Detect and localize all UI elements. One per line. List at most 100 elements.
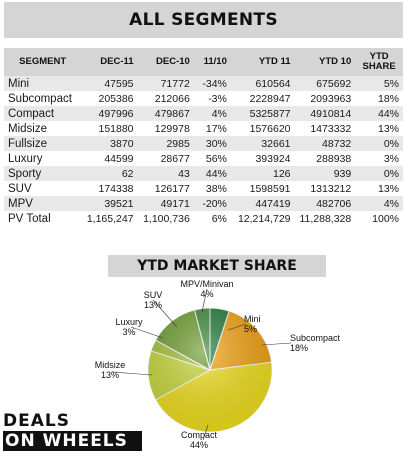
- table-cell: 126177: [137, 181, 194, 196]
- pie-leader-line: [227, 323, 247, 331]
- table-row: Sporty 62 43 44% 126 939 0%: [4, 166, 403, 181]
- pie-label-name: SUV: [144, 290, 163, 300]
- pie-label-value: 13%: [144, 300, 162, 310]
- table-header-row: SEGMENT DEC-11 DEC-10 11/10 YTD 11 YTD 10 YTD S…: [4, 48, 403, 76]
- pie-label-value: 18%: [290, 343, 308, 353]
- pie-label-value: 13%: [101, 370, 119, 380]
- segments-table: SEGMENT DEC-11 DEC-10 11/10 YTD 11 YTD 10 YTD S…: [4, 48, 403, 226]
- table-cell: 62: [81, 166, 138, 181]
- table-cell: 939: [294, 166, 356, 181]
- pie-title: YTD MARKET SHARE: [108, 255, 326, 277]
- table-cell: 44%: [355, 106, 403, 121]
- table-cell: 48732: [294, 136, 356, 151]
- table-row: Luxury 44599 28677 56% 393924 288938 3%: [4, 151, 403, 166]
- table-cell: 4910814: [294, 106, 356, 121]
- table-cell: 212066: [137, 91, 194, 106]
- table-cell: 1598591: [230, 181, 295, 196]
- table-cell: 13%: [355, 121, 403, 136]
- table-cell: 4%: [193, 106, 231, 121]
- table-cell: 288938: [294, 151, 356, 166]
- pie-leader-line: [201, 288, 208, 313]
- deals-on-wheels-logo: DEALS ON WHEELS: [3, 411, 142, 451]
- table-cell: 13%: [355, 181, 403, 196]
- pie-label-name: Midsize: [95, 360, 126, 370]
- table-row: SUV 174338 126177 38% 1598591 1313212 13%: [4, 181, 403, 196]
- table-cell: 2228947: [230, 91, 295, 106]
- logo-line-1: DEALS: [3, 411, 142, 431]
- table-row: Fullsize 3870 2985 30% 32661 48732 0%: [4, 136, 403, 151]
- table-cell: 129978: [137, 121, 194, 136]
- table-cell: 49171: [137, 196, 194, 211]
- table-cell: 151880: [81, 121, 138, 136]
- table-cell: 479867: [137, 106, 194, 121]
- pie-label-value: 5%: [244, 324, 257, 334]
- table-cell: 4%: [355, 196, 403, 211]
- table-cell: 5%: [355, 76, 403, 91]
- table-cell: 0%: [355, 136, 403, 151]
- logo-line-2: ON WHEELS: [3, 431, 142, 451]
- table-cell: MPV: [4, 196, 82, 211]
- column-header: YTD 11: [230, 48, 295, 76]
- table-row: Midsize 151880 129978 17% 1576620 1473332 13%: [4, 121, 403, 136]
- table-cell: Compact: [4, 106, 82, 121]
- table-cell: 39521: [81, 196, 138, 211]
- table-cell: 1,100,736: [137, 211, 194, 226]
- table-cell: 675692: [294, 76, 356, 91]
- table-cell: 610564: [230, 76, 295, 91]
- table-row: Mini 47595 71772 -34% 610564 675692 5%: [4, 76, 403, 91]
- table-cell: 205386: [81, 91, 138, 106]
- pie-leader-line: [130, 326, 164, 339]
- pie-label-name: Mini: [244, 314, 261, 324]
- table-cell: 0%: [355, 166, 403, 181]
- pie-label-name: Subcompact: [290, 333, 341, 343]
- table-row: PV Total 1,165,247 1,100,736 6% 12,214,729 11…: [4, 211, 403, 226]
- table-cell: SUV: [4, 181, 82, 196]
- table-cell: 1576620: [230, 121, 295, 136]
- table-cell: 2093963: [294, 91, 356, 106]
- table-cell: 393924: [230, 151, 295, 166]
- table-cell: 17%: [193, 121, 231, 136]
- column-header: SEGMENT: [4, 48, 82, 76]
- pie-leader-line: [111, 371, 153, 376]
- column-header: DEC-10: [137, 48, 194, 76]
- table-cell: 126: [230, 166, 295, 181]
- table-cell: 3%: [355, 151, 403, 166]
- table-title: ALL SEGMENTS: [4, 2, 403, 38]
- table-row: MPV 39521 49171 -20% 447419 482706 4%: [4, 196, 403, 211]
- table-cell: 44599: [81, 151, 138, 166]
- pie-leader-line: [261, 342, 292, 346]
- table-cell: 6%: [193, 211, 231, 226]
- table-cell: 12,214,729: [230, 211, 295, 226]
- table-cell: 174338: [81, 181, 138, 196]
- pie-label-name: Luxury: [115, 317, 143, 327]
- table-cell: 1473332: [294, 121, 356, 136]
- table-cell: Midsize: [4, 121, 82, 136]
- table-cell: Luxury: [4, 151, 82, 166]
- table-cell: 18%: [355, 91, 403, 106]
- table-cell: 30%: [193, 136, 231, 151]
- pie-shading: [148, 308, 272, 432]
- table-cell: PV Total: [4, 211, 82, 226]
- pie-label-value: 44%: [190, 440, 208, 450]
- table-cell: 2985: [137, 136, 194, 151]
- table-cell: 3870: [81, 136, 138, 151]
- column-header: YTD 10: [294, 48, 356, 76]
- table-cell: 47595: [81, 76, 138, 91]
- column-header: 11/10: [193, 48, 231, 76]
- pie-label-name: MPV/Minivan: [180, 279, 233, 289]
- table-row: Subcompact 205386 212066 -3% 2228947 2093963 1…: [4, 91, 403, 106]
- table-cell: 1,165,247: [81, 211, 138, 226]
- pie-label-value: 4%: [200, 289, 213, 299]
- table-cell: Fullsize: [4, 136, 82, 151]
- table-cell: 482706: [294, 196, 356, 211]
- pie-leader-line: [152, 299, 178, 328]
- table-cell: 497996: [81, 106, 138, 121]
- table-cell: -20%: [193, 196, 231, 211]
- table-cell: -34%: [193, 76, 231, 91]
- table-cell: 100%: [355, 211, 403, 226]
- table-row: Compact 497996 479867 4% 5325877 4910814 44%: [4, 106, 403, 121]
- table-cell: 56%: [193, 151, 231, 166]
- table-cell: Mini: [4, 76, 82, 91]
- table-cell: 1313212: [294, 181, 356, 196]
